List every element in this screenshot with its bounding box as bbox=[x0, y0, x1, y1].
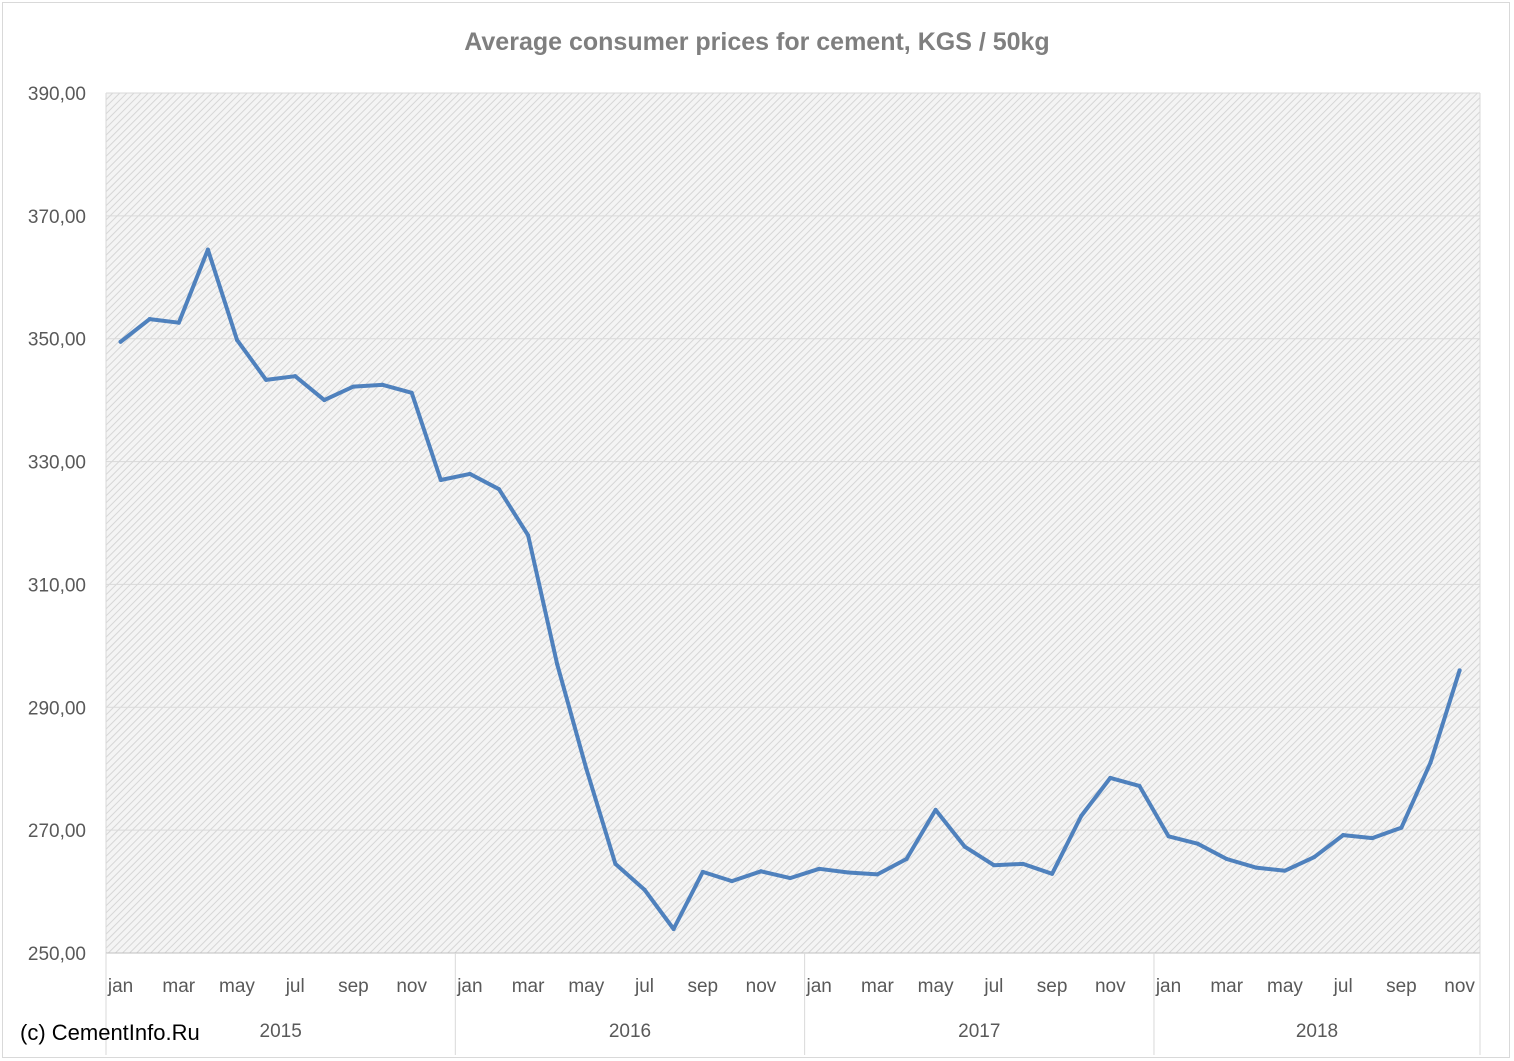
data-point bbox=[758, 869, 763, 874]
series-lines bbox=[118, 247, 1462, 932]
x-tick-label: mar bbox=[162, 976, 195, 997]
data-point bbox=[1224, 857, 1229, 862]
data-point bbox=[1253, 865, 1258, 870]
data-point bbox=[1312, 855, 1317, 860]
data-point bbox=[147, 317, 152, 322]
x-tick-label: mar bbox=[1210, 976, 1243, 997]
data-point bbox=[729, 879, 734, 884]
year-label: 2015 bbox=[260, 1021, 302, 1042]
data-point bbox=[1341, 833, 1346, 838]
data-point bbox=[176, 320, 181, 325]
data-point bbox=[1079, 814, 1084, 819]
y-tick-label: 390,00 bbox=[28, 84, 86, 105]
data-point bbox=[205, 247, 210, 252]
y-tick-label: 350,00 bbox=[28, 330, 86, 351]
year-label: 2018 bbox=[1296, 1021, 1338, 1042]
x-tick-label: jul bbox=[634, 976, 654, 997]
y-tick-label: 270,00 bbox=[28, 821, 86, 842]
data-point bbox=[1137, 783, 1142, 788]
x-tick-label: nov bbox=[1095, 976, 1126, 997]
data-point bbox=[118, 339, 123, 344]
data-point bbox=[671, 927, 676, 932]
data-point bbox=[817, 866, 822, 871]
x-tick-label: nov bbox=[396, 976, 427, 997]
data-point bbox=[1020, 861, 1025, 866]
data-point bbox=[234, 337, 239, 342]
year-label: 2017 bbox=[958, 1021, 1000, 1042]
copyright-text: (c) CementInfo.Ru bbox=[20, 1020, 200, 1045]
data-point bbox=[438, 478, 443, 482]
y-tick-label: 370,00 bbox=[28, 207, 86, 228]
x-tick-label: jan bbox=[806, 976, 832, 997]
x-tick-label: jan bbox=[456, 976, 482, 997]
chart-title: Average consumer prices for cement, KGS … bbox=[464, 28, 1049, 56]
y-tick-label: 250,00 bbox=[28, 944, 86, 965]
data-point bbox=[1166, 834, 1171, 839]
data-point bbox=[846, 870, 851, 875]
x-tick-label: nov bbox=[746, 976, 777, 997]
x-tick-label: mar bbox=[861, 976, 894, 997]
x-tick-label: may bbox=[918, 976, 954, 997]
data-point bbox=[933, 807, 938, 812]
data-point bbox=[642, 887, 647, 892]
data-point bbox=[613, 861, 618, 866]
data-point bbox=[1050, 871, 1055, 876]
x-tick-label: mar bbox=[512, 976, 545, 997]
data-point bbox=[584, 766, 589, 771]
x-tick-label: may bbox=[568, 976, 604, 997]
data-point bbox=[322, 398, 327, 403]
data-point bbox=[293, 374, 298, 379]
x-tick-label: may bbox=[219, 976, 255, 997]
data-point bbox=[700, 869, 705, 874]
data-point bbox=[904, 857, 909, 862]
x-tick-label: sep bbox=[1386, 976, 1417, 997]
data-point bbox=[264, 377, 269, 382]
data-point bbox=[526, 533, 531, 538]
data-point bbox=[380, 382, 385, 387]
y-tick-label: 310,00 bbox=[28, 575, 86, 596]
data-point bbox=[788, 876, 793, 881]
data-point bbox=[962, 844, 967, 849]
data-point bbox=[351, 384, 356, 389]
x-tick-label: jul bbox=[983, 976, 1003, 997]
data-point bbox=[555, 662, 560, 667]
x-tick-label: jul bbox=[285, 976, 305, 997]
data-point bbox=[991, 863, 996, 868]
y-tick-label: 330,00 bbox=[28, 453, 86, 474]
data-point bbox=[1108, 775, 1113, 780]
x-tick-label: sep bbox=[687, 976, 718, 997]
data-point bbox=[1370, 836, 1375, 841]
x-tick-label: jul bbox=[1333, 976, 1353, 997]
x-tick-label: nov bbox=[1444, 976, 1475, 997]
plot-area-background bbox=[106, 93, 1480, 953]
x-tick-label: jan bbox=[1155, 976, 1181, 997]
x-tick-label: may bbox=[1267, 976, 1303, 997]
x-tick-label: sep bbox=[1037, 976, 1068, 997]
data-point bbox=[467, 471, 472, 476]
year-label: 2016 bbox=[609, 1021, 651, 1042]
data-point bbox=[1195, 841, 1200, 846]
data-point bbox=[875, 872, 880, 877]
x-axis: 2015 2016 2017 2018 jan mar may jul sep nov jan mar… bbox=[105, 952, 1481, 1055]
data-point bbox=[496, 487, 501, 492]
y-axis-ticks: 250,00 270,00 290,00 310,00 330,00 350,00 370,… bbox=[28, 84, 86, 965]
y-tick-label: 290,00 bbox=[28, 698, 86, 719]
data-point bbox=[409, 390, 414, 395]
x-tick-label: sep bbox=[338, 976, 369, 997]
data-point bbox=[1457, 668, 1462, 673]
data-point bbox=[1282, 868, 1287, 873]
data-point bbox=[1399, 825, 1404, 830]
x-tick-label: jan bbox=[107, 976, 133, 997]
data-point bbox=[1428, 760, 1433, 765]
